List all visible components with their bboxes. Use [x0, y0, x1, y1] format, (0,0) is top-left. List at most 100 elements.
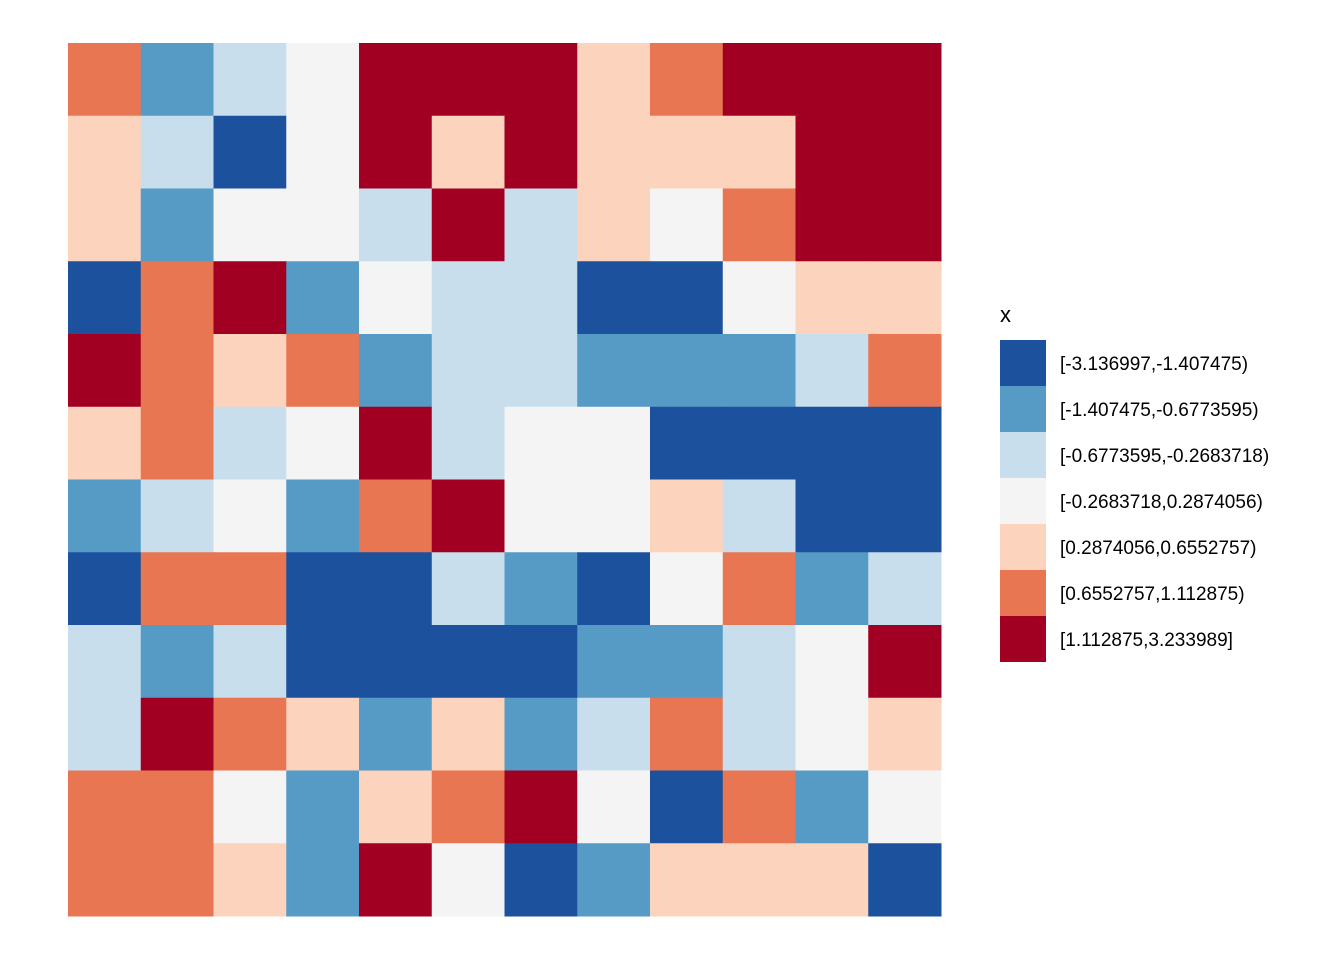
heatmap-cell: [359, 625, 433, 699]
heatmap-cell: [795, 261, 869, 335]
heatmap-cell: [504, 43, 578, 117]
heatmap-cell: [286, 552, 360, 626]
heatmap-cell: [650, 479, 724, 553]
heatmap-cell: [286, 479, 360, 553]
heatmap-cell: [431, 115, 505, 189]
heatmap-cell: [68, 188, 142, 262]
heatmap-cell: [650, 43, 724, 117]
heatmap-cell: [577, 261, 651, 335]
heatmap-cell: [504, 115, 578, 189]
heatmap-cell: [359, 552, 433, 626]
heatmap-cell: [68, 770, 142, 844]
heatmap-cell: [431, 697, 505, 771]
legend-item: [0.6552757,1.112875): [1000, 570, 1245, 616]
heatmap-cell: [577, 625, 651, 699]
heatmap-cell: [650, 770, 724, 844]
legend-label: [1.112875,3.233989]: [1060, 630, 1233, 651]
heatmap-cell: [795, 843, 869, 917]
heatmap-cell: [359, 843, 433, 917]
heatmap-cell: [795, 43, 869, 117]
heatmap-cell: [868, 479, 942, 553]
heatmap-cell: [431, 43, 505, 117]
heatmap-cell: [68, 697, 142, 771]
heatmap-cell: [868, 406, 942, 480]
heatmap-cell: [286, 188, 360, 262]
heatmap-cell: [68, 552, 142, 626]
heatmap-cell: [140, 479, 214, 553]
heatmap-cell: [140, 115, 214, 189]
legend-swatch: [1000, 478, 1046, 524]
heatmap-cell: [140, 261, 214, 335]
heatmap-cell: [431, 406, 505, 480]
heatmap-cell: [359, 406, 433, 480]
heatmap-cell: [140, 188, 214, 262]
legend-swatch: [1000, 340, 1046, 386]
heatmap-cell: [359, 43, 433, 117]
heatmap-cell: [650, 188, 724, 262]
heatmap-cell: [868, 43, 942, 117]
heatmap-cell: [650, 552, 724, 626]
heatmap-cell: [650, 697, 724, 771]
heatmap-cell: [140, 770, 214, 844]
heatmap-cell: [868, 843, 942, 917]
heatmap-cell: [359, 479, 433, 553]
legend-label: [0.2874056,0.6552757): [1060, 538, 1257, 559]
heatmap-cells: [68, 43, 942, 917]
heatmap-cell: [504, 334, 578, 408]
legend-title: x: [1000, 302, 1011, 327]
heatmap-cell: [213, 770, 287, 844]
heatmap-cell: [722, 625, 796, 699]
heatmap-cell: [795, 770, 869, 844]
heatmap-cell: [213, 479, 287, 553]
heatmap-cell: [795, 406, 869, 480]
heatmap-cell: [868, 334, 942, 408]
legend-label: [-3.136997,-1.407475): [1060, 354, 1248, 375]
heatmap-cell: [722, 261, 796, 335]
heatmap-cell: [504, 697, 578, 771]
heatmap-cell: [431, 261, 505, 335]
legend-item: [-3.136997,-1.407475): [1000, 340, 1248, 386]
heatmap-cell: [722, 115, 796, 189]
heatmap-cell: [68, 261, 142, 335]
heatmap-cell: [577, 770, 651, 844]
heatmap-cell: [68, 334, 142, 408]
legend-items: [-3.136997,-1.407475) [-1.407475,-0.67735…: [1000, 340, 1269, 662]
heatmap-cell: [722, 770, 796, 844]
heatmap-cell: [140, 406, 214, 480]
heatmap-cell: [286, 770, 360, 844]
heatmap-cell: [286, 115, 360, 189]
heatmap-cell: [650, 261, 724, 335]
heatmap-cell: [68, 625, 142, 699]
legend-item: [1.112875,3.233989]: [1000, 616, 1233, 662]
heatmap-cell: [650, 334, 724, 408]
heatmap-cell: [286, 261, 360, 335]
heatmap-cell: [722, 697, 796, 771]
heatmap-cell: [213, 261, 287, 335]
heatmap-cell: [140, 625, 214, 699]
legend-label: [-0.6773595,-0.2683718): [1060, 446, 1269, 467]
heatmap-cell: [795, 115, 869, 189]
heatmap-cell: [650, 843, 724, 917]
heatmap-cell: [431, 188, 505, 262]
heatmap-cell: [213, 334, 287, 408]
heatmap-cell: [431, 770, 505, 844]
heatmap-cell: [431, 552, 505, 626]
heatmap-cell: [286, 43, 360, 117]
legend-item: [-1.407475,-0.6773595): [1000, 386, 1259, 432]
legend: x [-3.136997,-1.407475) [-1.407475,-0.677…: [1000, 302, 1269, 662]
heatmap-cell: [68, 479, 142, 553]
heatmap-cell: [577, 697, 651, 771]
heatmap-cell: [286, 334, 360, 408]
heatmap-cell: [68, 43, 142, 117]
heatmap-cell: [68, 115, 142, 189]
heatmap-cell: [213, 697, 287, 771]
heatmap-cell: [795, 552, 869, 626]
heatmap-cell: [868, 188, 942, 262]
heatmap-cell: [431, 334, 505, 408]
heatmap-cell: [504, 625, 578, 699]
legend-item: [-0.2683718,0.2874056): [1000, 478, 1263, 524]
heatmap-cell: [868, 552, 942, 626]
legend-item: [-0.6773595,-0.2683718): [1000, 432, 1269, 478]
heatmap-cell: [140, 697, 214, 771]
